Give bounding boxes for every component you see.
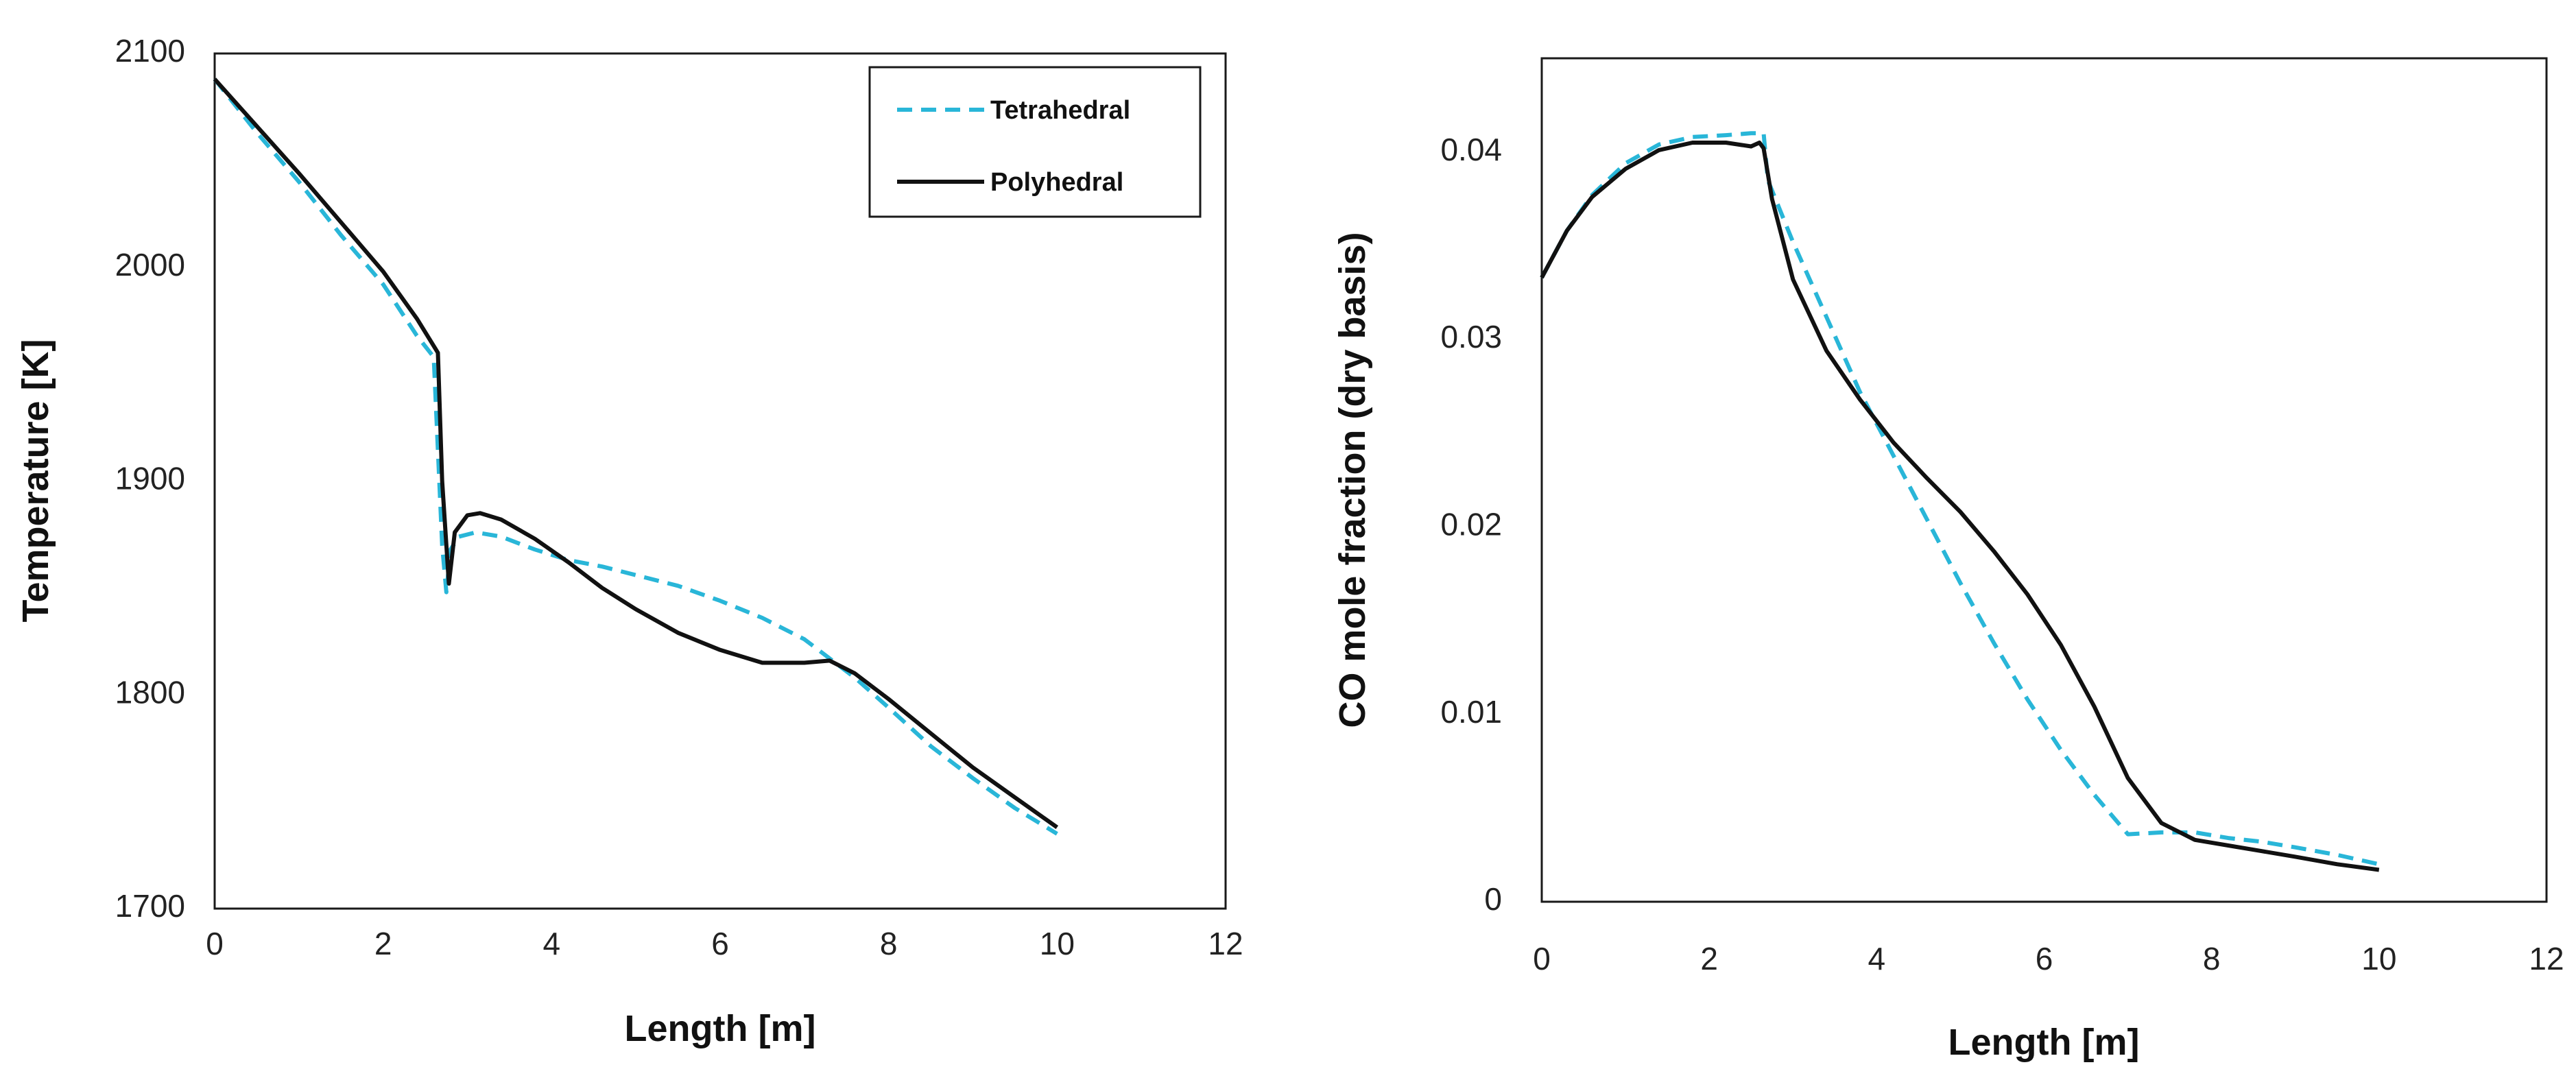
temperature-y-tick-label: 1800 (115, 674, 185, 710)
polyhedral-co-line (1540, 141, 2380, 872)
temperature-x-tick-label: 2 (374, 926, 392, 961)
temperature-y-tick-label: 1900 (115, 461, 185, 496)
co-x-axis-title: Length [m] (1948, 1022, 2140, 1063)
co-fraction-chart: 0 0.01 0.02 0.03 0.04 0 2 4 6 8 10 12 Le… (1332, 57, 2564, 1063)
temperature-y-tick-label: 2000 (115, 247, 185, 283)
temperature-y-tick-label: 1700 (115, 888, 185, 924)
co-x-tick-label: 2 (1700, 941, 1718, 976)
legend-polyhedral-label: Polyhedral (990, 168, 1123, 197)
tetrahedral-temperature-line (213, 77, 1058, 836)
co-x-tick-label: 4 (1868, 941, 1886, 976)
temperature-chart: 1700 1800 1900 2000 2100 0 2 4 6 8 10 12… (15, 33, 1243, 1049)
temperature-x-axis-title: Length [m] (625, 1008, 816, 1049)
co-y-ticks: 0 0.01 0.02 0.03 0.04 (1440, 132, 1502, 917)
temperature-x-tick-label: 6 (711, 926, 729, 961)
co-x-ticks: 0 2 4 6 8 10 12 (1533, 941, 2564, 976)
temperature-x-tick-label: 8 (880, 926, 898, 961)
co-y-tick-label: 0 (1484, 881, 1502, 917)
temperature-y-ticks: 1700 1800 1900 2000 2100 (115, 33, 185, 924)
co-x-tick-label: 0 (1533, 941, 1551, 976)
co-y-tick-label: 0.04 (1440, 132, 1502, 167)
co-x-tick-label: 12 (2529, 941, 2564, 976)
temperature-x-tick-label: 12 (1208, 926, 1243, 961)
temperature-x-ticks: 0 2 4 6 8 10 12 (206, 926, 1243, 961)
temperature-x-tick-label: 0 (206, 926, 224, 961)
co-y-tick-label: 0.02 (1440, 506, 1502, 542)
co-x-tick-label: 10 (2361, 941, 2396, 976)
temperature-y-tick-label: 2100 (115, 33, 185, 69)
legend-tetrahedral-label: Tetrahedral (990, 96, 1130, 125)
co-plot-frame (1540, 57, 2548, 903)
co-y-axis-title: CO mole fraction (dry basis) (1332, 232, 1373, 728)
legend: Tetrahedral Polyhedral (868, 66, 1202, 218)
legend-box (868, 66, 1202, 218)
co-x-tick-label: 6 (2036, 941, 2053, 976)
co-y-tick-label: 0.01 (1440, 694, 1502, 730)
co-x-tick-label: 8 (2203, 941, 2221, 976)
temperature-y-axis-title: Temperature [K] (15, 339, 56, 622)
temperature-x-tick-label: 4 (543, 926, 561, 961)
polyhedral-temperature-line (213, 77, 1059, 829)
co-y-tick-label: 0.03 (1440, 319, 1502, 355)
tetrahedral-co-line (1540, 131, 2380, 867)
temperature-x-tick-label: 10 (1040, 926, 1075, 961)
